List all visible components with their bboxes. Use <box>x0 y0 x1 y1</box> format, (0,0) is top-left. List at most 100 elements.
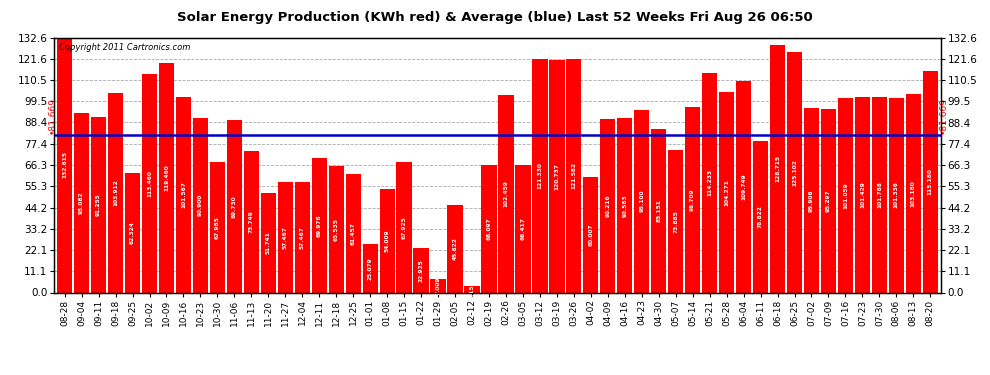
Text: 121.330: 121.330 <box>538 162 543 189</box>
Text: 73.749: 73.749 <box>248 210 253 233</box>
Text: 128.715: 128.715 <box>775 155 780 182</box>
Text: 62.324: 62.324 <box>130 221 135 244</box>
Bar <box>431 279 446 292</box>
Text: 3.152: 3.152 <box>469 280 474 299</box>
Text: 114.233: 114.233 <box>707 169 712 196</box>
Bar <box>635 110 649 292</box>
Bar <box>210 162 225 292</box>
Bar <box>549 60 564 292</box>
Bar <box>227 120 242 292</box>
Text: 95.100: 95.100 <box>640 190 644 212</box>
Bar <box>923 71 938 292</box>
Text: 109.749: 109.749 <box>742 174 746 200</box>
Text: 121.582: 121.582 <box>571 162 576 189</box>
Bar <box>260 193 276 292</box>
Text: 22.925: 22.925 <box>419 259 424 282</box>
Bar <box>346 174 360 292</box>
Bar <box>498 96 514 292</box>
Text: 93.082: 93.082 <box>79 192 84 214</box>
Text: •81.669: •81.669 <box>939 96 947 134</box>
Text: 101.788: 101.788 <box>877 181 882 208</box>
Text: 113.460: 113.460 <box>147 170 152 197</box>
Bar <box>516 165 531 292</box>
Text: 101.336: 101.336 <box>894 182 899 209</box>
Text: 101.567: 101.567 <box>181 182 186 208</box>
Bar <box>770 45 785 292</box>
Text: 67.985: 67.985 <box>215 216 220 238</box>
Text: 54.009: 54.009 <box>385 230 390 252</box>
Text: 103.912: 103.912 <box>113 179 118 206</box>
Text: 90.216: 90.216 <box>605 195 610 217</box>
Text: 120.737: 120.737 <box>554 163 559 190</box>
Text: Solar Energy Production (KWh red) & Average (blue) Last 52 Weeks Fri Aug 26 06:5: Solar Energy Production (KWh red) & Aver… <box>177 11 813 24</box>
Text: 95.906: 95.906 <box>809 189 814 211</box>
Bar <box>396 162 412 292</box>
Text: 69.978: 69.978 <box>317 214 322 237</box>
Bar <box>176 97 191 292</box>
Bar <box>414 248 429 292</box>
Bar <box>193 118 208 292</box>
Bar <box>158 63 174 292</box>
Text: •81.669: •81.669 <box>48 96 56 134</box>
Bar <box>566 59 581 292</box>
Bar <box>57 38 72 292</box>
Bar <box>108 93 123 292</box>
Text: 95.297: 95.297 <box>826 189 831 212</box>
Bar <box>74 114 89 292</box>
Text: 119.460: 119.460 <box>164 164 169 191</box>
Bar <box>295 182 310 292</box>
Text: 101.429: 101.429 <box>860 182 865 209</box>
Text: 45.622: 45.622 <box>452 237 457 260</box>
Text: 73.885: 73.885 <box>673 210 678 233</box>
Text: 25.079: 25.079 <box>367 257 372 280</box>
Bar <box>533 59 547 292</box>
Bar <box>651 129 666 292</box>
Text: 96.709: 96.709 <box>690 188 695 211</box>
Bar <box>685 106 700 292</box>
Bar <box>854 98 870 292</box>
Bar <box>719 92 735 292</box>
Bar <box>91 117 106 292</box>
Text: 66.097: 66.097 <box>486 217 491 240</box>
Text: 66.417: 66.417 <box>521 217 526 240</box>
Bar <box>702 73 718 292</box>
Bar <box>142 74 157 292</box>
Bar <box>872 97 887 292</box>
Text: 89.730: 89.730 <box>232 195 237 217</box>
Bar <box>889 98 904 292</box>
Text: 90.583: 90.583 <box>623 194 628 217</box>
Bar <box>277 182 293 292</box>
Bar <box>244 151 259 292</box>
Text: 132.615: 132.615 <box>62 152 67 178</box>
Bar <box>736 81 751 292</box>
Text: 61.457: 61.457 <box>350 222 355 245</box>
Text: 91.255: 91.255 <box>96 194 101 216</box>
Text: Copyright 2011 Cartronics.com: Copyright 2011 Cartronics.com <box>58 43 190 52</box>
Bar <box>329 166 344 292</box>
Bar <box>821 109 837 292</box>
Bar <box>787 52 802 292</box>
Bar <box>600 119 616 292</box>
Bar <box>906 94 921 292</box>
Bar <box>838 98 853 292</box>
Text: 103.180: 103.180 <box>911 180 916 207</box>
Bar <box>447 205 462 292</box>
Text: 65.535: 65.535 <box>334 218 339 241</box>
Bar <box>481 165 497 292</box>
Bar <box>362 244 378 292</box>
Text: 104.271: 104.271 <box>724 179 729 206</box>
Bar <box>583 177 599 292</box>
Text: 67.925: 67.925 <box>402 216 407 238</box>
Bar <box>617 118 633 292</box>
Bar <box>312 158 327 292</box>
Text: 115.180: 115.180 <box>928 168 933 195</box>
Text: 101.059: 101.059 <box>842 182 848 209</box>
Text: 60.007: 60.007 <box>588 224 593 246</box>
Bar <box>668 150 683 292</box>
Bar <box>125 172 141 292</box>
Bar <box>379 189 395 292</box>
Text: 102.459: 102.459 <box>504 181 509 207</box>
Text: 57.467: 57.467 <box>300 226 305 249</box>
Text: 85.151: 85.151 <box>656 199 661 222</box>
Bar <box>464 286 479 292</box>
